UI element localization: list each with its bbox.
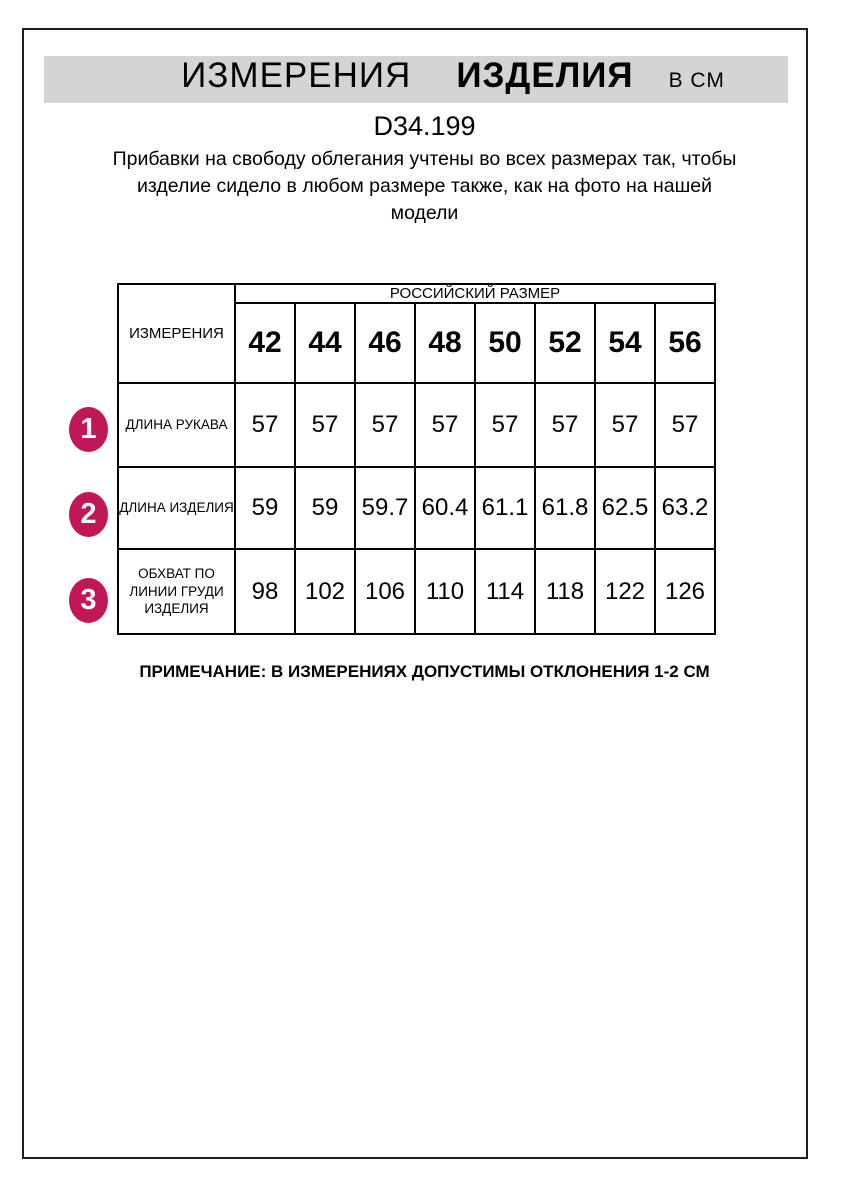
size-header-48: 48 [414, 302, 476, 384]
size-header-46: 46 [354, 302, 416, 384]
table-cell: 118 [534, 548, 596, 635]
fit-description-line-3: модели [390, 202, 459, 224]
title-measurements: ИЗМЕРЕНИЯ [181, 56, 412, 95]
table-cell: 57 [354, 382, 416, 468]
table-cell: 57 [654, 382, 716, 468]
row-number-badge-1: 1 [69, 407, 108, 452]
size-header-42: 42 [234, 302, 296, 384]
size-header-56: 56 [654, 302, 716, 384]
row-label-item-length: ДЛИНА ИЗДЕЛИЯ [117, 466, 236, 550]
row-number-badge-3: 3 [69, 578, 108, 623]
fit-description: Прибавки на свободу облегания учтены во … [0, 146, 849, 227]
table-cell: 126 [654, 548, 716, 635]
table-cell: 114 [474, 548, 536, 635]
row-label-chest-girth: ОБХВАТ ПО ЛИНИИ ГРУДИ ИЗДЕЛИЯ [117, 548, 236, 635]
table-cell: 102 [294, 548, 356, 635]
table-cell: 57 [594, 382, 656, 468]
row-label-sleeve-length: ДЛИНА РУКАВА [117, 382, 236, 468]
page-border-frame [22, 28, 808, 1159]
table-cell: 59.7 [354, 466, 416, 550]
tolerance-note: ПРИМЕЧАНИЕ: В ИЗМЕРЕНИЯХ ДОПУСТИМЫ ОТКЛО… [139, 662, 710, 681]
table-cell: 57 [294, 382, 356, 468]
table-cell: 98 [234, 548, 296, 635]
table-cell: 57 [234, 382, 296, 468]
table-row-chest-girth: ОБХВАТ ПО ЛИНИИ ГРУДИ ИЗДЕЛИЯ 98 102 106… [117, 548, 716, 635]
title-unit-cm: В СМ [668, 69, 725, 92]
size-header-54: 54 [594, 302, 656, 384]
fit-description-line-1: Прибавки на свободу облегания учтены во … [112, 148, 737, 170]
table-row-sleeve-length: ДЛИНА РУКАВА 57 57 57 57 57 57 57 57 [117, 382, 716, 468]
table-cell: 59 [234, 466, 296, 550]
fit-description-line-2: изделие сидело в любом размере также, ка… [136, 175, 713, 197]
russian-size-header: РОССИЙСКИЙ РАЗМЕР [234, 283, 716, 304]
table-cell: 61.1 [474, 466, 536, 550]
table-cell: 57 [534, 382, 596, 468]
table-cell: 57 [474, 382, 536, 468]
product-code: D34.199 [373, 111, 476, 141]
size-table: ИЗМЕРЕНИЯ РОССИЙСКИЙ РАЗМЕР 42 44 46 48 … [117, 283, 716, 635]
table-sizes-row: 42 44 46 48 50 52 54 56 [118, 302, 716, 384]
table-cell: 59 [294, 466, 356, 550]
table-cell: 122 [594, 548, 656, 635]
table-cell: 110 [414, 548, 476, 635]
table-cell: 60.4 [414, 466, 476, 550]
size-header-44: 44 [294, 302, 356, 384]
table-cell: 57 [414, 382, 476, 468]
row-number-badge-2: 2 [69, 492, 108, 537]
table-cell: 62.5 [594, 466, 656, 550]
measurements-column-header: ИЗМЕРЕНИЯ [117, 283, 236, 384]
table-cell: 63.2 [654, 466, 716, 550]
size-header-52: 52 [534, 302, 596, 384]
table-row-item-length: ДЛИНА ИЗДЕЛИЯ 59 59 59.7 60.4 61.1 61.8 … [117, 466, 716, 550]
table-cell: 106 [354, 548, 416, 635]
table-cell: 61.8 [534, 466, 596, 550]
size-header-50: 50 [474, 302, 536, 384]
table-group-header-row: ИЗМЕРЕНИЯ РОССИЙСКИЙ РАЗМЕР [117, 283, 716, 384]
title-product: ИЗДЕЛИЯ [456, 56, 634, 95]
title-banner: ИЗМЕРЕНИЯ ИЗДЕЛИЯ В СМ [44, 56, 788, 103]
